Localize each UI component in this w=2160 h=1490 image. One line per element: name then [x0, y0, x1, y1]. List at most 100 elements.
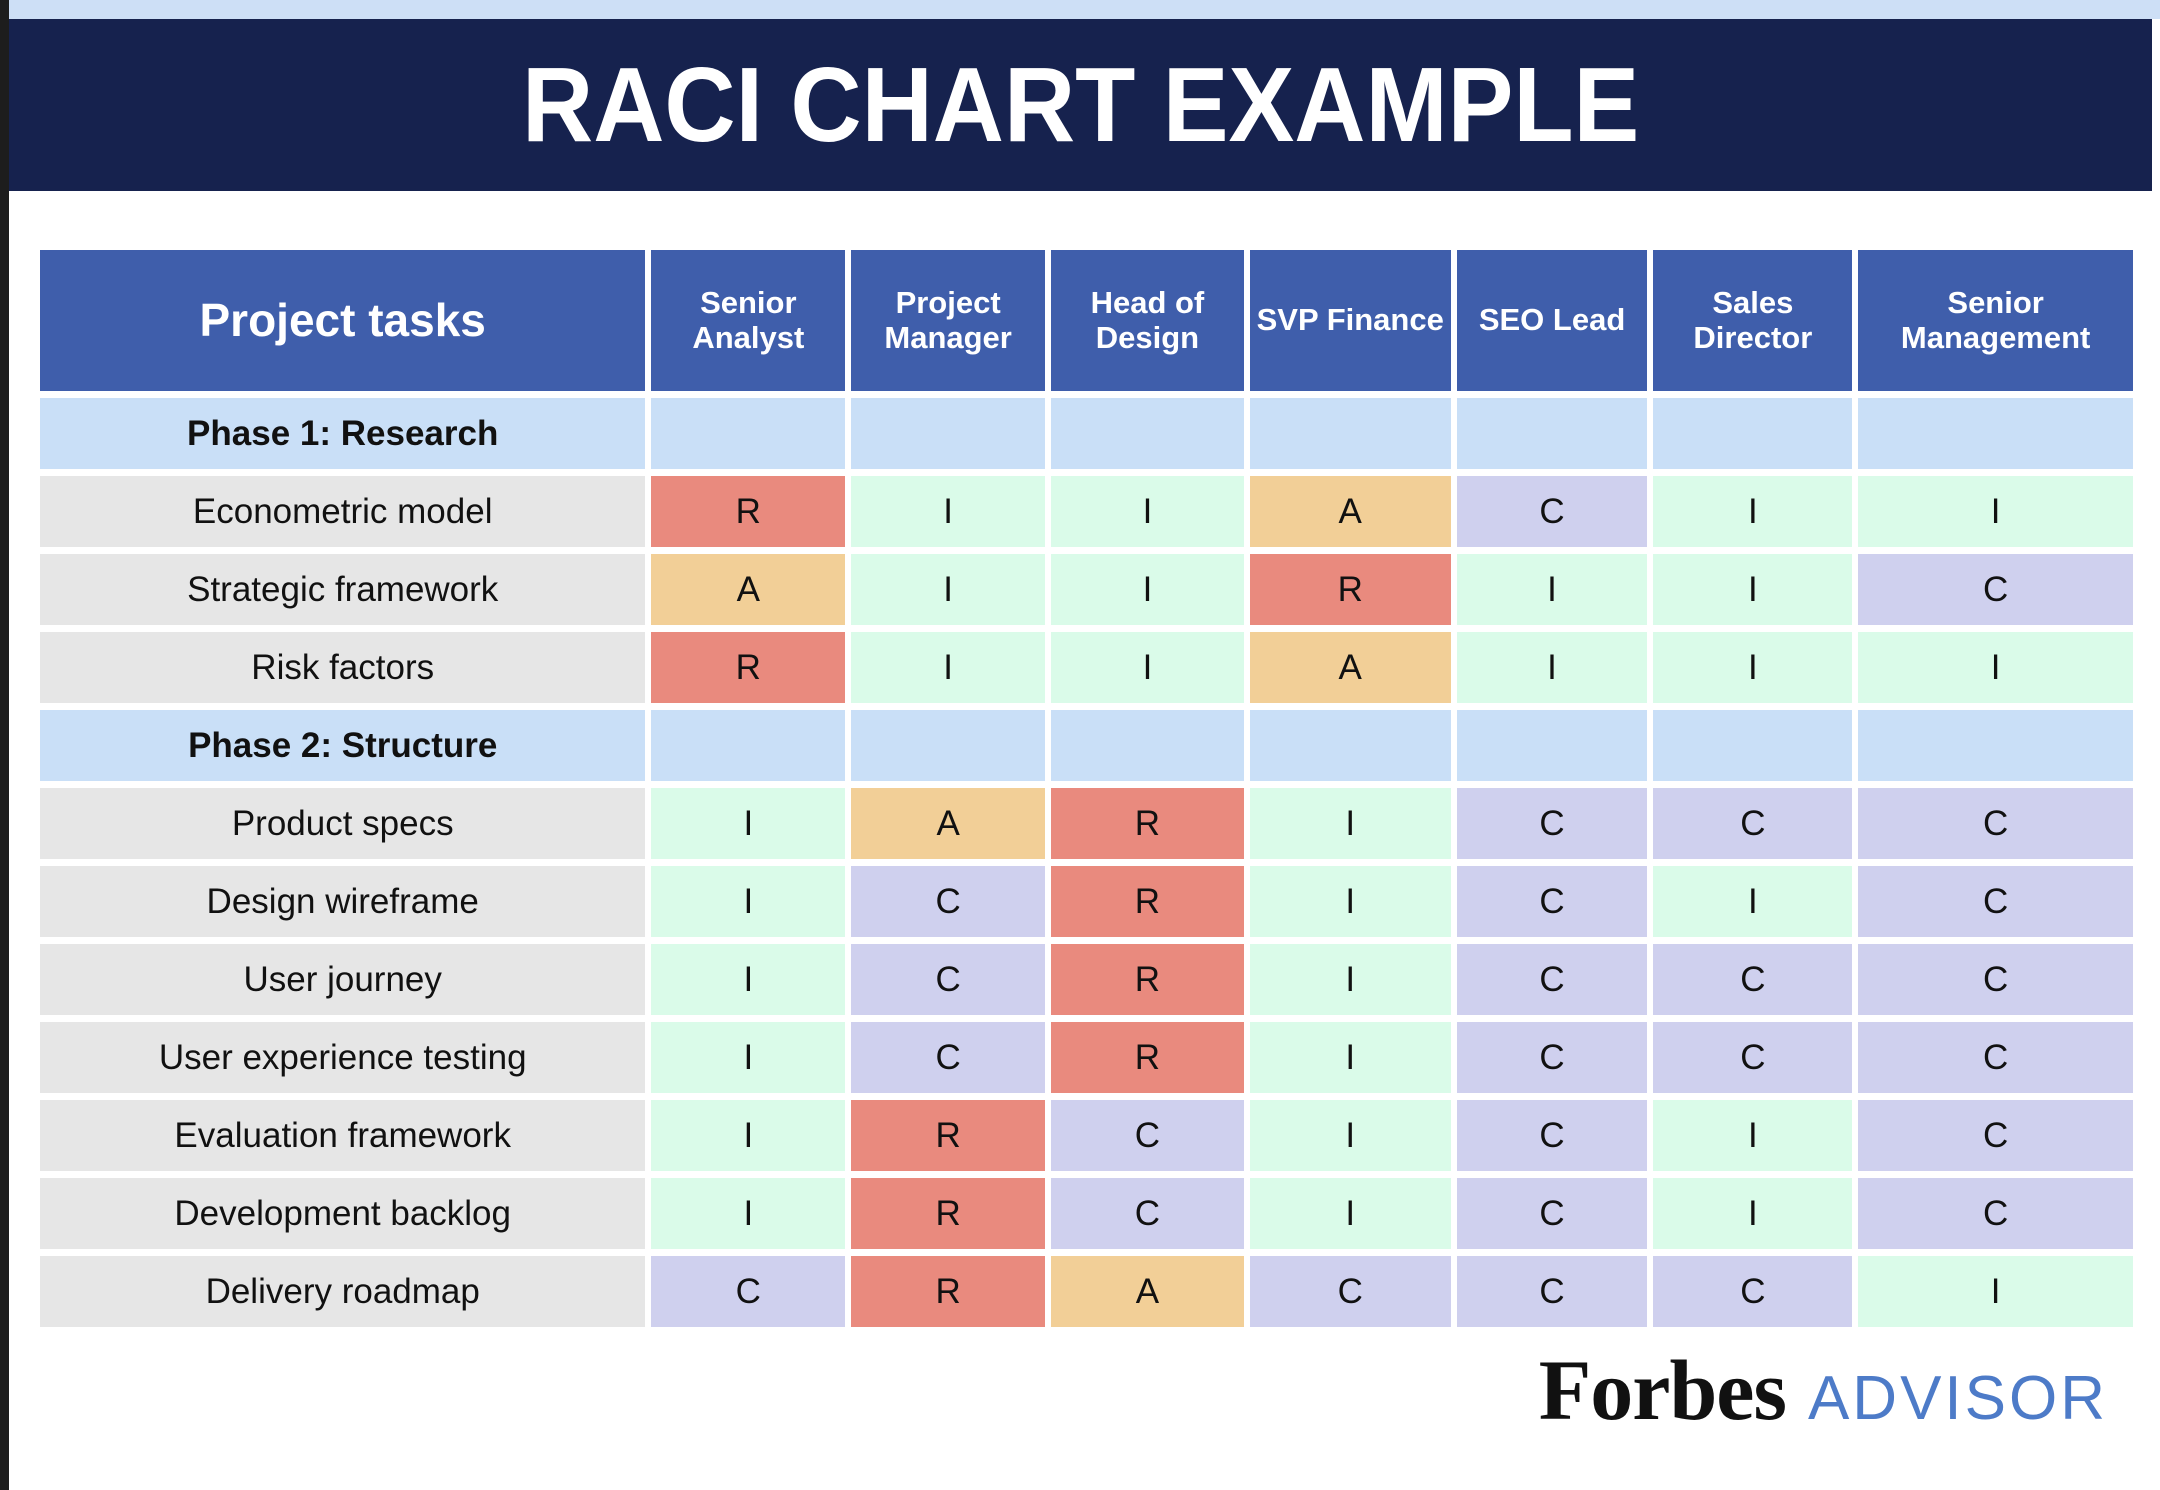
raci-cell-i: I	[651, 1022, 846, 1093]
raci-cell-i: I	[1051, 632, 1244, 703]
raci-table: Project tasks Senior Analyst Project Manag…	[40, 250, 2133, 1327]
raci-cell-c: C	[1858, 944, 2133, 1015]
phase-row-cell	[1653, 710, 1853, 781]
window-left-edge	[0, 0, 9, 1490]
column-header-senior-management: Senior Management	[1858, 250, 2133, 391]
column-header-seo-lead: SEO Lead	[1456, 250, 1648, 391]
raci-cell-i: I	[1653, 632, 1853, 703]
raci-cell-i: I	[1249, 866, 1451, 937]
raci-cell-i: I	[1249, 1178, 1451, 1249]
raci-cell-c: C	[1858, 866, 2133, 937]
page-title: RACI CHART EXAMPLE	[521, 45, 1640, 164]
raci-cell-r: R	[651, 632, 846, 703]
column-header-senior-analyst: Senior Analyst	[651, 250, 846, 391]
raci-cell-i: I	[651, 1178, 846, 1249]
raci-cell-i: I	[651, 866, 846, 937]
raci-cell-c: C	[651, 1256, 846, 1327]
raci-cell-c: C	[851, 1022, 1046, 1093]
raci-cell-i: I	[1858, 476, 2133, 547]
raci-cell-i: I	[1051, 554, 1244, 625]
title-band: RACI CHART EXAMPLE	[9, 19, 2152, 191]
raci-cell-c: C	[1249, 1256, 1451, 1327]
task-label: Strategic framework	[40, 554, 646, 625]
raci-cell-a: A	[1051, 1256, 1244, 1327]
column-header-sales-director: Sales Director	[1653, 250, 1853, 391]
phase-row-cell	[1051, 398, 1244, 469]
raci-cell-c: C	[1051, 1100, 1244, 1171]
phase-row-label: Phase 2: Structure	[40, 710, 646, 781]
raci-cell-c: C	[1456, 1100, 1648, 1171]
raci-cell-c: C	[1653, 1256, 1853, 1327]
phase-row-cell	[1456, 710, 1648, 781]
raci-cell-c: C	[1858, 788, 2133, 859]
raci-cell-a: A	[651, 554, 846, 625]
raci-cell-a: A	[1249, 476, 1451, 547]
raci-cell-i: I	[1653, 476, 1853, 547]
phase-row-cell	[651, 398, 846, 469]
task-label: User journey	[40, 944, 646, 1015]
raci-cell-c: C	[1858, 1178, 2133, 1249]
raci-cell-i: I	[1653, 866, 1853, 937]
raci-cell-c: C	[1456, 476, 1648, 547]
raci-cell-c: C	[1456, 788, 1648, 859]
column-header-project-tasks: Project tasks	[40, 250, 646, 391]
raci-cell-i: I	[1653, 1100, 1853, 1171]
raci-cell-c: C	[1653, 944, 1853, 1015]
column-header-svp-finance: SVP Finance	[1249, 250, 1451, 391]
raci-cell-i: I	[851, 554, 1046, 625]
raci-cell-c: C	[1653, 1022, 1853, 1093]
raci-cell-i: I	[1249, 788, 1451, 859]
task-label: Design wireframe	[40, 866, 646, 937]
task-label: Risk factors	[40, 632, 646, 703]
phase-row-cell	[1858, 398, 2133, 469]
raci-cell-c: C	[851, 944, 1046, 1015]
raci-cell-r: R	[851, 1256, 1046, 1327]
phase-row-cell	[1456, 398, 1648, 469]
raci-cell-i: I	[1653, 1178, 1853, 1249]
column-header-head-of-design: Head of Design	[1051, 250, 1244, 391]
raci-cell-a: A	[851, 788, 1046, 859]
raci-cell-c: C	[1456, 1256, 1648, 1327]
phase-row-cell	[1249, 710, 1451, 781]
raci-cell-i: I	[1249, 1022, 1451, 1093]
raci-cell-c: C	[1456, 866, 1648, 937]
task-label: Product specs	[40, 788, 646, 859]
raci-cell-c: C	[1653, 788, 1853, 859]
task-label: Development backlog	[40, 1178, 646, 1249]
raci-cell-r: R	[1051, 1022, 1244, 1093]
phase-row-cell	[1653, 398, 1853, 469]
raci-cell-c: C	[851, 866, 1046, 937]
raci-cell-a: A	[1249, 632, 1451, 703]
raci-cell-r: R	[1051, 788, 1244, 859]
forbes-wordmark: Forbes	[1538, 1342, 1787, 1438]
raci-cell-c: C	[1051, 1178, 1244, 1249]
task-label: User experience testing	[40, 1022, 646, 1093]
raci-cell-i: I	[1249, 944, 1451, 1015]
phase-row-cell	[851, 398, 1046, 469]
raci-cell-c: C	[1858, 1022, 2133, 1093]
phase-row-cell	[1051, 710, 1244, 781]
raci-cell-i: I	[1456, 554, 1648, 625]
raci-cell-i: I	[851, 632, 1046, 703]
raci-cell-r: R	[851, 1100, 1046, 1171]
raci-cell-i: I	[651, 788, 846, 859]
advisor-wordmark: ADVISOR	[1807, 1364, 2108, 1433]
raci-cell-c: C	[1858, 554, 2133, 625]
raci-cell-i: I	[1858, 1256, 2133, 1327]
raci-cell-r: R	[651, 476, 846, 547]
task-label: Econometric model	[40, 476, 646, 547]
raci-cell-r: R	[1051, 944, 1244, 1015]
raci-cell-i: I	[1456, 632, 1648, 703]
phase-row-cell	[651, 710, 846, 781]
raci-cell-i: I	[1249, 1100, 1451, 1171]
raci-cell-c: C	[1456, 1022, 1648, 1093]
raci-cell-i: I	[851, 476, 1046, 547]
raci-cell-i: I	[1051, 476, 1244, 547]
raci-cell-i: I	[1653, 554, 1853, 625]
raci-cell-c: C	[1456, 944, 1648, 1015]
column-header-project-manager: Project Manager	[851, 250, 1046, 391]
top-accent-strip	[9, 0, 2160, 19]
raci-cell-i: I	[1858, 632, 2133, 703]
task-label: Delivery roadmap	[40, 1256, 646, 1327]
raci-cell-c: C	[1456, 1178, 1648, 1249]
